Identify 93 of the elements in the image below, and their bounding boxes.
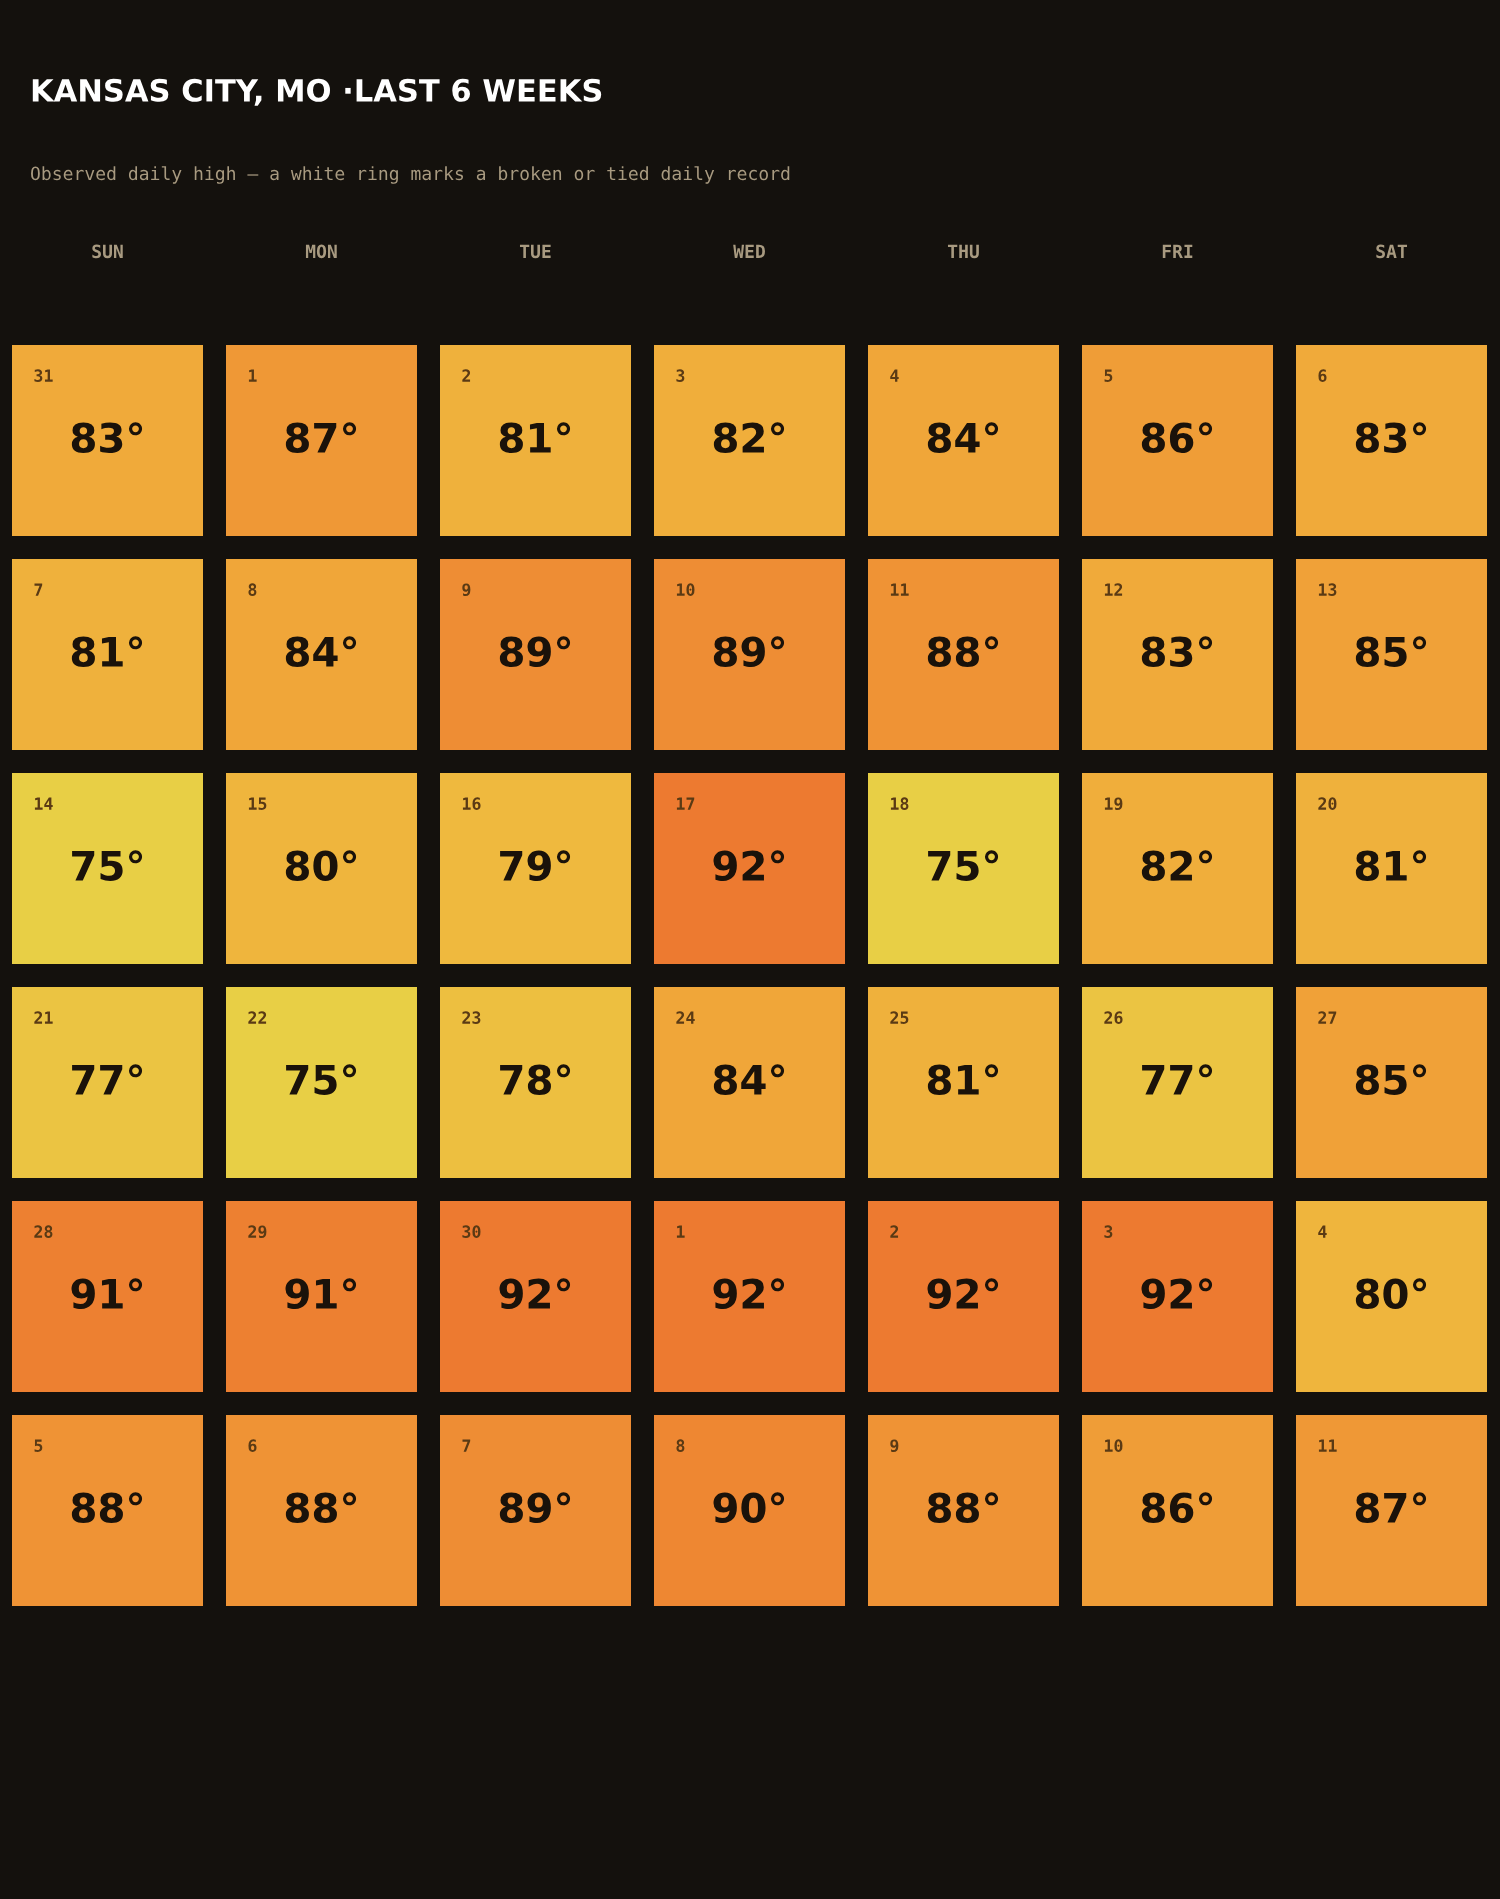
annotation: 27 [1318,1011,1337,1024]
annotation: 29 [248,1225,267,1239]
annotation: 25 [890,1011,909,1024]
data-label: 84° [713,1064,785,1095]
data-label: 84° [927,422,999,453]
data-label: 85° [1355,636,1427,667]
annotation: 14 [34,797,53,810]
annotation: 9 [890,1439,899,1453]
annotation: 31 [34,369,53,382]
annotation: 4 [890,369,899,382]
x-tick-label: TUE [519,244,551,259]
data-label: 88° [71,1492,143,1523]
annotation: 22 [248,1011,267,1024]
data-label: 81° [499,422,571,453]
data-label: 91° [71,1278,143,1309]
data-label: 88° [927,1492,999,1523]
data-label: 75° [286,1064,357,1095]
data-label: 82° [713,422,785,453]
annotation: 17 [676,797,695,810]
data-label: 82° [1141,850,1213,881]
annotation: 11 [890,583,909,596]
data-label: 84° [285,636,357,667]
annotation: 8 [248,583,257,596]
data-label: 77° [72,1064,143,1095]
data-label: 90° [713,1492,785,1523]
data-label: 88° [927,636,999,667]
annotation: 11 [1318,1439,1337,1452]
x-tick-label: FRI [1162,244,1193,258]
annotation: 16 [462,797,481,810]
x-tick-label: SUN [92,244,123,259]
x-tick-label: WED [733,244,765,258]
annotation: 18 [890,797,909,810]
chart-subtitle: Observed daily high — a white ring marks a broken or tied daily record [31,166,790,184]
data-label: 75° [72,850,143,881]
data-label: 92° [713,850,785,881]
annotation: 7 [34,583,43,596]
data-label: 83° [71,422,143,453]
data-label: 86° [1141,1492,1213,1523]
data-label: 89° [499,1492,571,1523]
annotation: 30 [462,1225,481,1238]
annotation: 10 [676,583,695,596]
data-label: 85° [1355,1064,1427,1095]
annotation: 19 [1104,797,1123,811]
data-label: 80° [1355,1278,1427,1309]
data-label: 79° [500,850,571,881]
annotation: 4 [1318,1225,1327,1238]
annotation: 28 [34,1225,53,1238]
x-tick-label: SAT [1376,244,1408,259]
data-label: 81° [927,1064,999,1095]
annotation: 8 [676,1439,685,1452]
annotation: 5 [34,1439,43,1452]
data-label: 87° [285,422,357,453]
data-label: 75° [928,850,999,881]
annotation: 10 [1104,1439,1123,1452]
annotation: 20 [1318,797,1337,810]
annotation: 3 [1104,1225,1113,1238]
data-label: 83° [1141,636,1213,667]
data-label: 92° [499,1278,571,1309]
data-label: 78° [500,1064,571,1095]
annotation: 7 [462,1439,471,1452]
annotation: 3 [676,369,685,382]
data-label: 81° [1355,850,1427,881]
data-label: 88° [285,1492,357,1523]
annotation: 12 [1104,583,1123,596]
x-tick-label: THU [947,244,979,259]
data-label: 87° [1355,1492,1427,1523]
data-label: 89° [499,636,571,667]
annotation: 5 [1104,369,1113,382]
annotation: 13 [1318,583,1337,596]
annotation: 2 [890,1225,899,1238]
data-label: 83° [1355,422,1427,453]
data-label: 81° [71,636,143,667]
data-label: 89° [713,636,785,667]
data-label: 80° [285,850,357,881]
data-label: 86° [1141,422,1213,453]
data-label: 92° [713,1278,785,1309]
annotation: 26 [1104,1011,1123,1024]
annotation: 6 [248,1439,257,1452]
data-label: 92° [927,1278,999,1309]
annotation: 23 [462,1011,481,1024]
annotation: 9 [462,583,471,597]
annotation: 1 [676,1225,685,1238]
annotation: 1 [248,369,257,382]
data-label: 92° [1141,1278,1213,1309]
annotation: 24 [676,1011,695,1024]
data-label: 77° [1142,1064,1213,1095]
annotation: 6 [1318,369,1327,382]
annotation: 15 [248,797,267,810]
chart-title: KANSAS CITY, MO ·LAST 6 WEEKS [32,78,602,106]
data-label: 91° [285,1278,357,1309]
annotation: 2 [462,369,471,382]
annotation: 21 [34,1011,53,1024]
x-tick-label: MON [305,244,337,259]
